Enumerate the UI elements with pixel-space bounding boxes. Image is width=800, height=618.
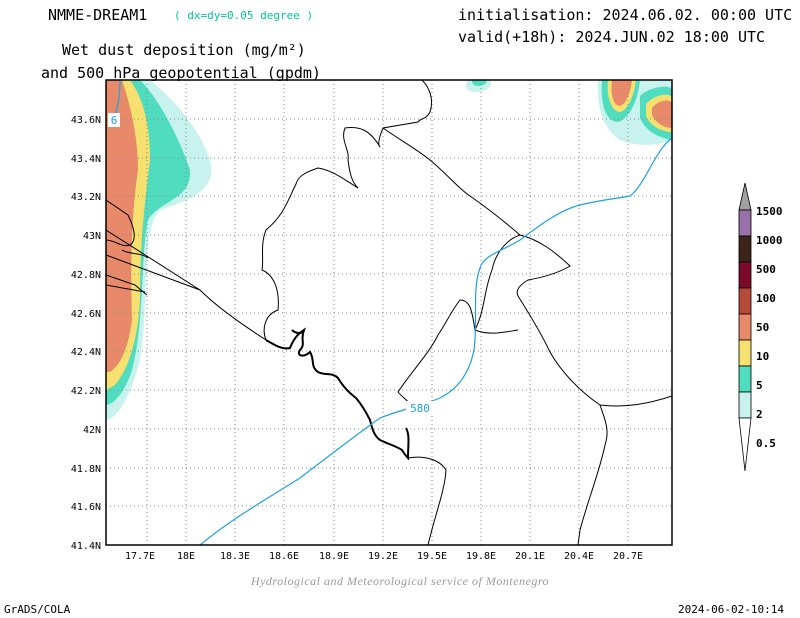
legend-swatch-top bbox=[738, 182, 752, 211]
legend-label: 0.5 bbox=[756, 437, 776, 450]
legend-swatch bbox=[738, 261, 752, 289]
legend-label: 5 bbox=[756, 379, 763, 392]
legend-swatch bbox=[738, 235, 752, 263]
y-tick-label: 42.6N bbox=[71, 309, 101, 320]
x-tick-label: 17.7E bbox=[125, 551, 155, 562]
map-title-line2: and 500 hPa geopotential (gpdm) bbox=[41, 64, 321, 82]
map-area bbox=[106, 80, 672, 545]
legend-swatch-bottom bbox=[738, 417, 752, 472]
legend-swatch bbox=[738, 391, 752, 419]
render-timestamp: 2024-06-02-10:14 bbox=[678, 603, 784, 616]
dust-deposition-field bbox=[106, 80, 672, 420]
x-tick-label: 19.8E bbox=[466, 551, 496, 562]
legend-label: 500 bbox=[756, 263, 776, 276]
legend-swatch bbox=[738, 365, 752, 393]
credit-line: Hydrological and Meteorological service … bbox=[250, 574, 550, 588]
legend-swatch bbox=[738, 313, 752, 341]
y-tick-label: 43.6N bbox=[71, 115, 101, 126]
y-tick-label: 42.4N bbox=[71, 347, 101, 358]
y-tick-label: 41.6N bbox=[71, 502, 101, 513]
y-tick-label: 43.4N bbox=[71, 154, 101, 165]
contour-label-6: 6 bbox=[111, 114, 118, 127]
map-title-line1: Wet dust deposition (mg/m²) bbox=[62, 41, 306, 59]
model-name: NMME-DREAM1 bbox=[48, 6, 148, 24]
resolution-note: ( dx=dy=0.05 degree ) bbox=[174, 9, 314, 22]
software-label: GrADS/COLA bbox=[4, 603, 71, 616]
y-tick-label: 41.4N bbox=[71, 541, 101, 552]
country-borders bbox=[106, 80, 672, 545]
x-tick-label: 18E bbox=[177, 551, 195, 562]
x-tick-label: 19.2E bbox=[368, 551, 398, 562]
y-tick-label: 42N bbox=[83, 425, 101, 436]
coastline bbox=[265, 327, 410, 461]
x-tick-label: 18.3E bbox=[220, 551, 250, 562]
contour-label-580: 580 bbox=[410, 402, 430, 415]
legend-label: 1000 bbox=[756, 234, 783, 247]
x-tick-label: 20.4E bbox=[564, 551, 594, 562]
valid-time: valid(+18h): 2024.JUN.02 18:00 UTC bbox=[458, 28, 766, 46]
initialisation-time: initialisation: 2024.06.02. 00:00 UTC bbox=[458, 6, 793, 24]
x-tick-label: 18.6E bbox=[269, 551, 299, 562]
x-tick-label: 20.1E bbox=[515, 551, 545, 562]
x-tick-label: 18.9E bbox=[319, 551, 349, 562]
x-axis-ticks: 17.7E 18E 18.3E 18.6E 18.9E 19.2E 19.5E … bbox=[125, 551, 643, 562]
y-tick-label: 43.2N bbox=[71, 192, 101, 203]
legend-label: 100 bbox=[756, 292, 776, 305]
color-legend bbox=[738, 182, 752, 472]
legend-swatch bbox=[738, 287, 752, 315]
legend-label: 50 bbox=[756, 321, 769, 334]
legend-labels: 1500 1000 500 100 50 10 5 2 0.5 bbox=[756, 205, 783, 450]
legend-swatch bbox=[738, 339, 752, 367]
legend-swatch bbox=[738, 209, 752, 237]
x-tick-label: 19.5E bbox=[417, 551, 447, 562]
legend-label: 2 bbox=[756, 408, 763, 421]
y-axis-ticks: 43.6N 43.4N 43.2N 43N 42.8N 42.6N 42.4N … bbox=[71, 115, 101, 552]
y-tick-label: 42.2N bbox=[71, 386, 101, 397]
map-frame bbox=[105, 79, 673, 546]
y-tick-label: 42.8N bbox=[71, 270, 101, 281]
legend-label: 1500 bbox=[756, 205, 783, 218]
y-tick-label: 41.8N bbox=[71, 464, 101, 475]
y-tick-label: 43N bbox=[83, 231, 101, 242]
x-tick-label: 20.7E bbox=[613, 551, 643, 562]
legend-label: 10 bbox=[756, 350, 769, 363]
